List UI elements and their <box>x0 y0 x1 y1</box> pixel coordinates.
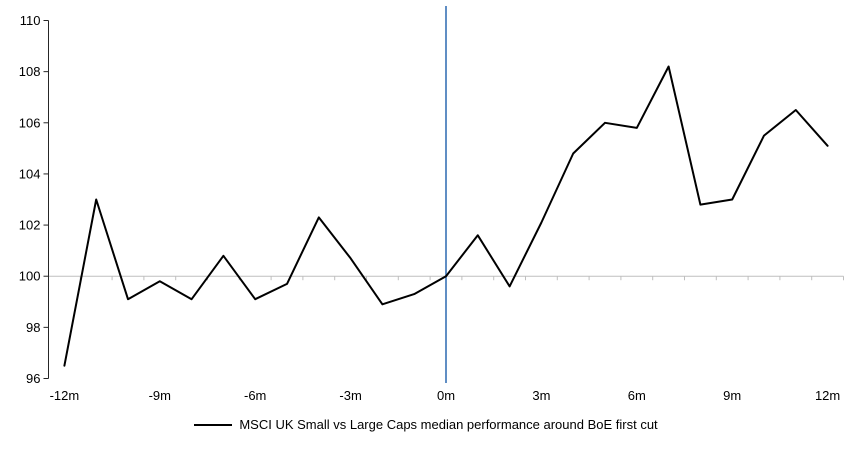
x-tick-label: 9m <box>723 388 741 403</box>
y-tick-label: 108 <box>19 64 41 79</box>
y-axis: 96 98 100 102 104 106 108 110 <box>19 13 49 386</box>
y-tick-label: 98 <box>26 320 40 335</box>
x-tick-label: 3m <box>532 388 550 403</box>
x-tick-label: -6m <box>244 388 266 403</box>
legend-label: MSCI UK Small vs Large Caps median perfo… <box>239 417 658 432</box>
x-tick-label: -12m <box>50 388 80 403</box>
y-tick-label: 104 <box>19 166 41 181</box>
y-tick-label: 102 <box>19 218 41 233</box>
y-tick-label: 100 <box>19 269 41 284</box>
legend-line-swatch <box>194 423 233 426</box>
x-axis-labels: -12m -9m -6m -3m 0m 3m 6m 9m 12m <box>50 388 841 403</box>
x-tick-label: 0m <box>437 388 455 403</box>
y-tick-label: 96 <box>26 371 40 386</box>
x-tick-label: -9m <box>149 388 171 403</box>
series-line <box>63 65 829 367</box>
y-tick-label: 106 <box>19 115 41 130</box>
x-tick-label: 12m <box>815 388 840 403</box>
x-tick-label: -3m <box>339 388 361 403</box>
legend: MSCI UK Small vs Large Caps median perfo… <box>0 417 852 432</box>
line-chart: 96 98 100 102 104 106 108 110 -12m -9m -6m -3m 0m 3m 6… <box>19 6 844 403</box>
y-tick-label: 110 <box>20 13 41 28</box>
x-tick-label: 6m <box>628 388 646 403</box>
